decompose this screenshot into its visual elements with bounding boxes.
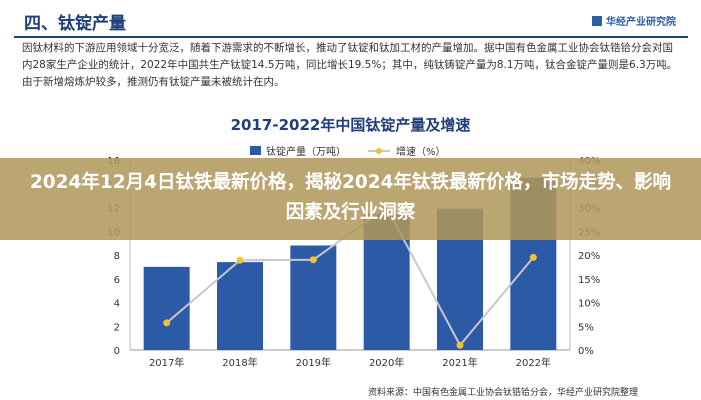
brand-name: 华经产业研究院 [606,17,676,28]
section-header: 四、钛锭产量 华经产业研究院 [14,6,688,38]
growth-marker [236,256,244,264]
source-note: 资料来源：中国有色金属工业协会钛锆铪分会，华经产业研究院整理 [368,388,639,398]
y-left-tick-label: 6 [114,275,120,286]
x-tick-label: 2019年 [296,356,331,369]
y-right-tick-label: 10% [578,299,600,310]
y-left-tick-label: 0 [114,346,120,357]
headline-text: 2024年12月4日钛铁最新价格，揭秘2024年钛铁最新价格，市场走势、影响因素… [29,172,672,223]
x-tick-label: 2018年 [222,356,257,369]
y-left-tick-label: 8 [114,251,120,262]
legend-bar-swatch [250,146,261,155]
y-right-tick-label: 0% [578,346,594,357]
legend-line-label: 增速（%） [396,145,446,158]
intro-paragraph: 因钛材料的下游应用领域十分宽泛，随着下游需求的不断增长，推动了钛锭和钛加工材的产… [22,42,678,88]
y-right-tick-label: 15% [578,275,600,286]
growth-marker [309,256,317,264]
chart-title: 2017-2022年中国钛锭产量及增速 [230,116,471,134]
legend-bar-label: 钛锭产量（万吨） [266,145,346,158]
bar [217,262,263,350]
brand-logo-icon [592,16,602,26]
growth-marker [163,319,171,327]
y-right-tick-label: 20% [578,251,600,262]
growth-marker [456,341,464,349]
y-left-tick-label: 2 [114,322,120,333]
section-title: 四、钛锭产量 [24,14,126,34]
x-tick-label: 2017年 [149,356,184,369]
y-left-tick-label: 4 [114,299,120,310]
x-tick-label: 2020年 [369,356,404,369]
x-tick-label: 2022年 [516,356,551,369]
bar [143,266,190,350]
brand-label: 华经产业研究院 [592,13,676,28]
y-right-tick-label: 5% [578,322,594,333]
legend-line-marker [376,148,382,154]
x-tick-label: 2021年 [442,356,477,369]
headline-banner: 2024年12月4日钛铁最新价格，揭秘2024年钛铁最新价格，市场走势、影响因素… [0,158,701,240]
growth-marker [529,253,537,261]
